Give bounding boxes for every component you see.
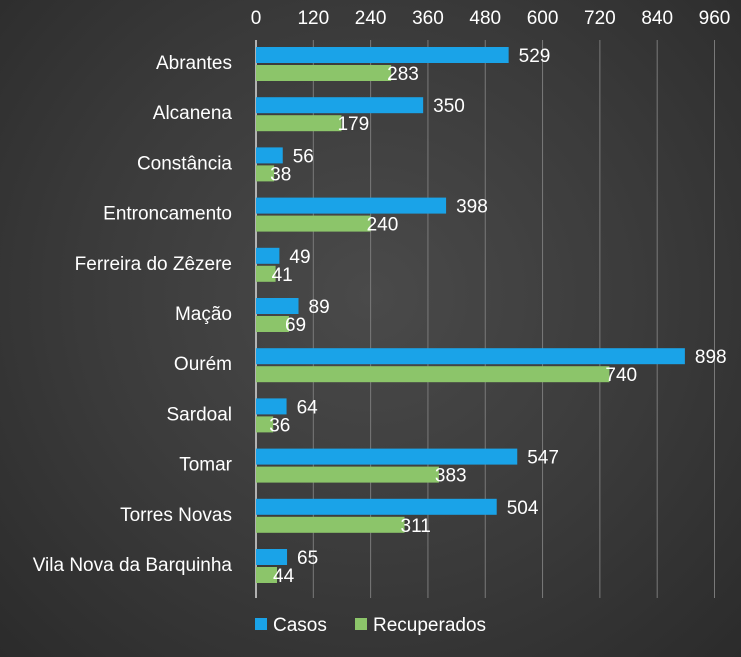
bar-recuperados	[256, 316, 289, 332]
bar-casos	[256, 348, 685, 365]
data-label-recuperados: 69	[285, 315, 306, 336]
data-label-casos: 547	[527, 448, 559, 469]
data-label-recuperados: 283	[387, 64, 419, 85]
data-label-casos: 350	[433, 96, 465, 117]
bar-casos	[256, 147, 283, 164]
data-label-recuperados: 311	[401, 516, 431, 537]
bar-recuperados	[256, 115, 342, 132]
x-tick-label: 960	[699, 8, 731, 29]
category-label: Tomar	[179, 455, 232, 476]
x-tick-label: 720	[584, 8, 616, 29]
x-tick-label: 840	[641, 8, 673, 29]
bar-recuperados	[256, 567, 278, 583]
data-label-recuperados: 740	[605, 365, 637, 386]
category-label: Entroncamento	[103, 204, 232, 225]
data-label-casos: 65	[297, 548, 318, 569]
data-label-recuperados: 44	[273, 566, 295, 587]
gridlines	[312, 40, 715, 598]
x-tick-label: 480	[469, 8, 501, 29]
bar-recuperados	[256, 165, 275, 182]
legend-swatch	[255, 618, 267, 630]
bar-recuperados	[256, 265, 276, 282]
bar-casos	[256, 298, 299, 314]
data-label-recuperados: 36	[269, 415, 290, 436]
bar-casos	[256, 197, 447, 214]
x-tick-label: 360	[412, 8, 444, 29]
data-label-casos: 504	[507, 498, 539, 519]
data-label-casos: 529	[519, 46, 551, 67]
x-tick-label: 240	[355, 8, 387, 29]
bar-casos	[256, 247, 280, 264]
data-label-casos: 89	[309, 297, 330, 318]
data-label-casos: 49	[289, 247, 310, 268]
bar-recuperados	[256, 466, 439, 483]
bar-recuperados	[256, 516, 405, 533]
category-label: Mação	[175, 304, 232, 325]
category-label: Alcanena	[153, 103, 233, 124]
category-labels: Abrantes Alcanena Constância Entroncamento F…	[33, 53, 233, 576]
data-label-casos: 898	[695, 347, 727, 368]
bar-recuperados	[256, 215, 371, 232]
x-tick-label: 0	[251, 8, 262, 29]
legend-label: Casos	[273, 615, 327, 636]
x-tick-label: 600	[527, 8, 559, 29]
bar-casos	[256, 549, 288, 565]
data-label-recuperados: 41	[272, 265, 293, 286]
bar-casos	[256, 47, 509, 63]
category-label: Sardoal	[167, 404, 233, 425]
bar-recuperados	[256, 366, 610, 383]
category-label: Torres Novas	[120, 505, 232, 526]
bar-casos	[256, 398, 287, 415]
legend-swatch	[355, 618, 367, 630]
data-label-casos: 398	[456, 197, 488, 218]
category-label: Abrantes	[156, 53, 232, 74]
legend-label: Recuperados	[373, 615, 486, 636]
data-label-recuperados: 240	[367, 215, 399, 236]
bar-casos	[256, 498, 497, 515]
x-tick-label: 120	[297, 8, 329, 29]
data-label-recuperados: 383	[435, 466, 467, 487]
data-label-recuperados: 38	[270, 164, 291, 185]
legend: Casos Recuperados	[255, 615, 486, 636]
bars	[256, 47, 685, 583]
data-label-casos: 64	[297, 397, 319, 418]
category-label: Vila Nova da Barquinha	[33, 555, 233, 576]
category-label: Constância	[137, 153, 232, 174]
bar-casos	[256, 97, 424, 114]
bar-casos	[256, 448, 518, 465]
bar-recuperados	[256, 416, 274, 433]
x-axis-ticks: 0 120 240 360 480 600 720 840 960	[251, 8, 731, 29]
category-label: Ourém	[174, 354, 232, 375]
category-label: Ferreira do Zêzere	[75, 254, 232, 275]
data-label-casos: 56	[293, 146, 314, 167]
bar-recuperados	[256, 65, 392, 81]
data-label-recuperados: 179	[337, 114, 369, 135]
